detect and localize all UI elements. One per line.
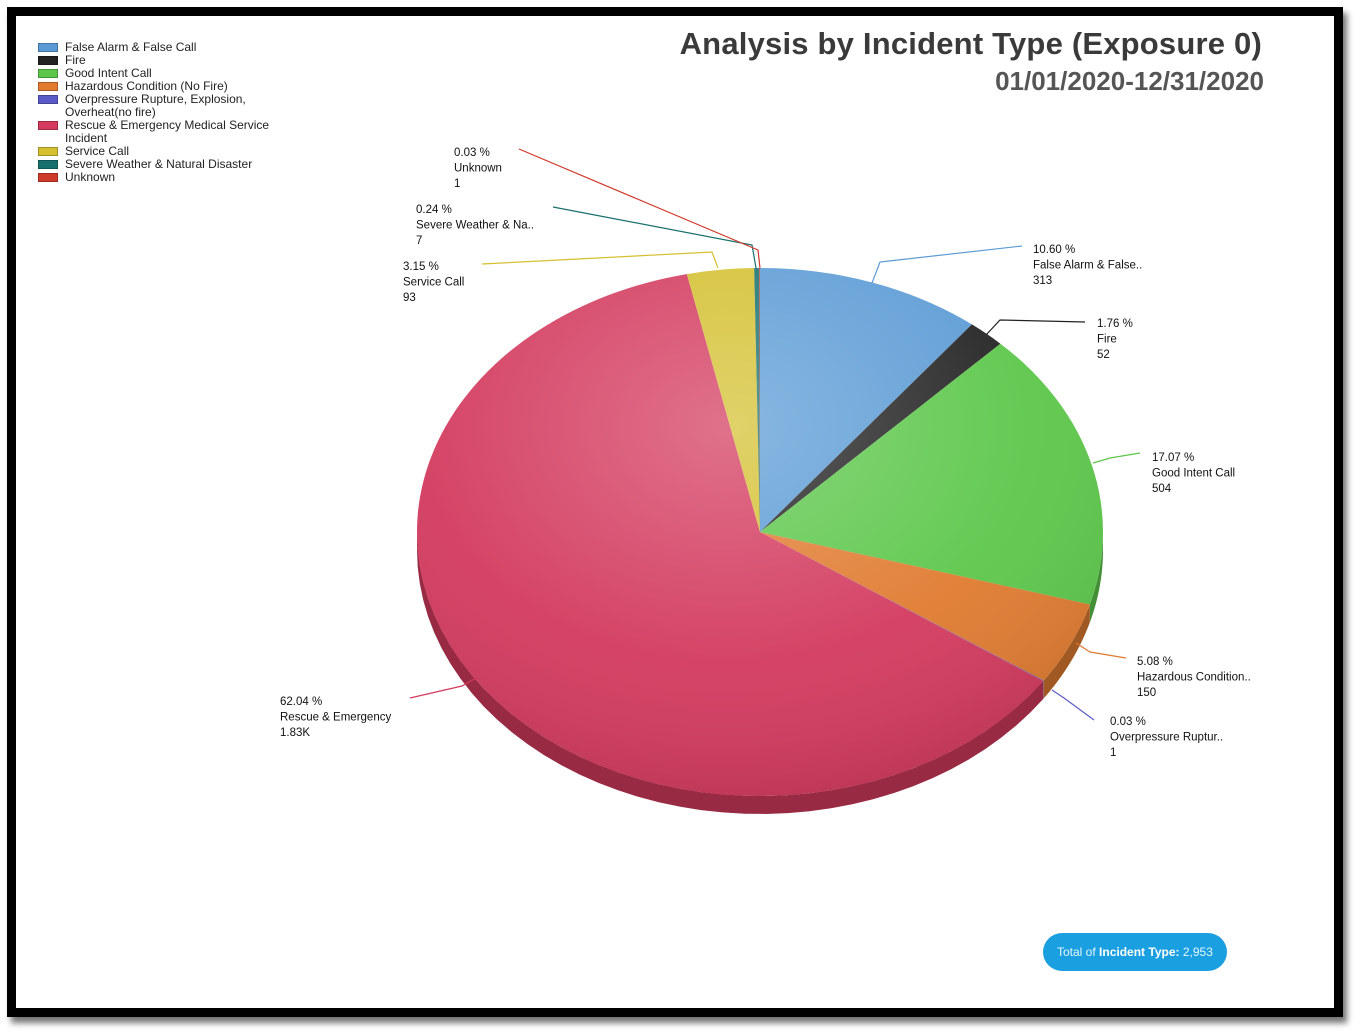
data-label-pct: 0.24 % — [416, 204, 452, 216]
legend-label: Hazardous Condition (No Fire) — [65, 79, 228, 93]
legend-swatch — [38, 121, 58, 130]
leader-line — [409, 677, 477, 699]
data-label-value: 1.83K — [280, 727, 310, 739]
legend-swatch — [38, 82, 58, 91]
data-label-value: 93 — [403, 292, 416, 304]
legend-label: Service Call — [65, 144, 130, 158]
data-label-name: Fire — [1097, 334, 1117, 346]
data-label-pct: 62.04 % — [280, 696, 322, 708]
legend-item[interactable]: Severe Weather & Natural Disaster — [38, 158, 278, 171]
data-label-name: Hazardous Condition.. — [1137, 672, 1251, 684]
legend-item[interactable]: Service Call — [38, 145, 278, 158]
total-value: 2,953 — [1182, 945, 1213, 959]
data-label-pct: 0.03 % — [1110, 716, 1146, 728]
legend-item[interactable]: Unknown — [38, 171, 278, 184]
data-label-name: Severe Weather & Na.. — [416, 220, 534, 232]
chart-legend: False Alarm & False Call Fire Good Intent … — [38, 41, 278, 184]
legend-swatch — [38, 147, 58, 156]
data-label-name: Overpressure Ruptur.. — [1110, 732, 1223, 744]
data-label-value: 1 — [1110, 747, 1116, 759]
legend-swatch — [38, 95, 58, 104]
data-label-value: 1 — [454, 178, 460, 190]
chart-title: Analysis by Incident Type (Exposure 0) — [679, 26, 1262, 61]
legend-item[interactable]: Overpressure Rupture, Explosion, Overhea… — [38, 93, 278, 119]
legend-swatch — [38, 160, 58, 169]
data-label-value: 504 — [1152, 483, 1172, 495]
legend-label: Severe Weather & Natural Disaster — [65, 157, 253, 171]
legend-swatch — [38, 56, 58, 65]
legend-label: Unknown — [65, 170, 116, 184]
legend-item[interactable]: Hazardous Condition (No Fire) — [38, 80, 278, 93]
data-label-pct: 10.60 % — [1033, 244, 1075, 256]
total-badge: Total of Incident Type: 2,953 — [1043, 933, 1227, 971]
legend-label: Rescue & Emergency Medical Service Incid… — [65, 118, 270, 145]
legend-label: Good Intent Call — [65, 66, 152, 80]
leader-line — [1051, 689, 1095, 721]
data-label-name: Unknown — [454, 163, 502, 175]
data-label-name: Rescue & Emergency — [280, 712, 391, 724]
data-label-value: 313 — [1033, 275, 1052, 287]
legend-item[interactable]: Good Intent Call — [38, 67, 278, 80]
leader-line — [1075, 642, 1127, 659]
data-label-name: Good Intent Call — [1152, 468, 1235, 480]
data-label-value: 150 — [1137, 687, 1156, 699]
leader-line — [871, 245, 1023, 284]
total-name: Incident Type: — [1099, 945, 1180, 959]
leader-line — [1092, 452, 1141, 464]
leader-line — [481, 251, 719, 269]
data-label-pct: 0.03 % — [454, 147, 490, 159]
chart-subtitle: 01/01/2020-12/31/2020 — [995, 66, 1264, 96]
legend-swatch — [38, 43, 58, 52]
legend-label: False Alarm & False Call — [65, 40, 197, 54]
data-label-pct: 3.15 % — [403, 261, 439, 273]
legend-item[interactable]: Fire — [38, 54, 278, 67]
leader-line — [518, 148, 761, 269]
data-label-pct: 1.76 % — [1097, 318, 1133, 330]
data-label-name: Service Call — [403, 277, 464, 289]
total-prefix: Total of — [1057, 945, 1096, 959]
data-label-pct: 17.07 % — [1152, 452, 1194, 464]
data-label-name: False Alarm & False.. — [1033, 260, 1142, 272]
legend-item[interactable]: Rescue & Emergency Medical Service Incid… — [38, 119, 278, 145]
data-label-value: 52 — [1097, 349, 1110, 361]
legend-item[interactable]: False Alarm & False Call — [38, 41, 278, 54]
legend-swatch — [38, 69, 58, 78]
legend-swatch — [38, 173, 58, 182]
leader-line — [552, 206, 757, 269]
data-label-value: 7 — [416, 235, 422, 247]
legend-label: Overpressure Rupture, Explosion, Overhea… — [65, 92, 246, 119]
legend-label: Fire — [65, 53, 86, 67]
leader-line — [985, 319, 1086, 336]
data-label-pct: 5.08 % — [1137, 656, 1173, 668]
